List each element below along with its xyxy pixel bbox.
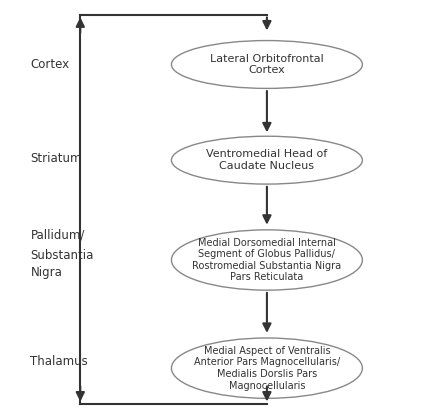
Text: Nigra: Nigra bbox=[30, 266, 62, 279]
Text: Thalamus: Thalamus bbox=[30, 355, 88, 369]
Text: Lateral Orbitofrontal
Cortex: Lateral Orbitofrontal Cortex bbox=[210, 54, 324, 75]
Text: Medial Aspect of Ventralis
Anterior Pars Magnocellularis/
Medialis Dorslis Pars
: Medial Aspect of Ventralis Anterior Pars… bbox=[194, 346, 340, 391]
Text: Substantia: Substantia bbox=[30, 249, 94, 262]
Text: Medial Dorsomedial Internal
Segment of Globus Pallidus/
Rostromedial Substantia : Medial Dorsomedial Internal Segment of G… bbox=[192, 238, 342, 282]
Ellipse shape bbox=[171, 40, 362, 89]
Text: Pallidum/: Pallidum/ bbox=[30, 228, 85, 242]
Text: Ventromedial Head of
Caudate Nucleus: Ventromedial Head of Caudate Nucleus bbox=[206, 149, 328, 171]
Text: Cortex: Cortex bbox=[30, 58, 69, 71]
Ellipse shape bbox=[171, 230, 362, 290]
Ellipse shape bbox=[171, 338, 362, 399]
Ellipse shape bbox=[171, 136, 362, 184]
Text: Striatum: Striatum bbox=[30, 151, 82, 165]
